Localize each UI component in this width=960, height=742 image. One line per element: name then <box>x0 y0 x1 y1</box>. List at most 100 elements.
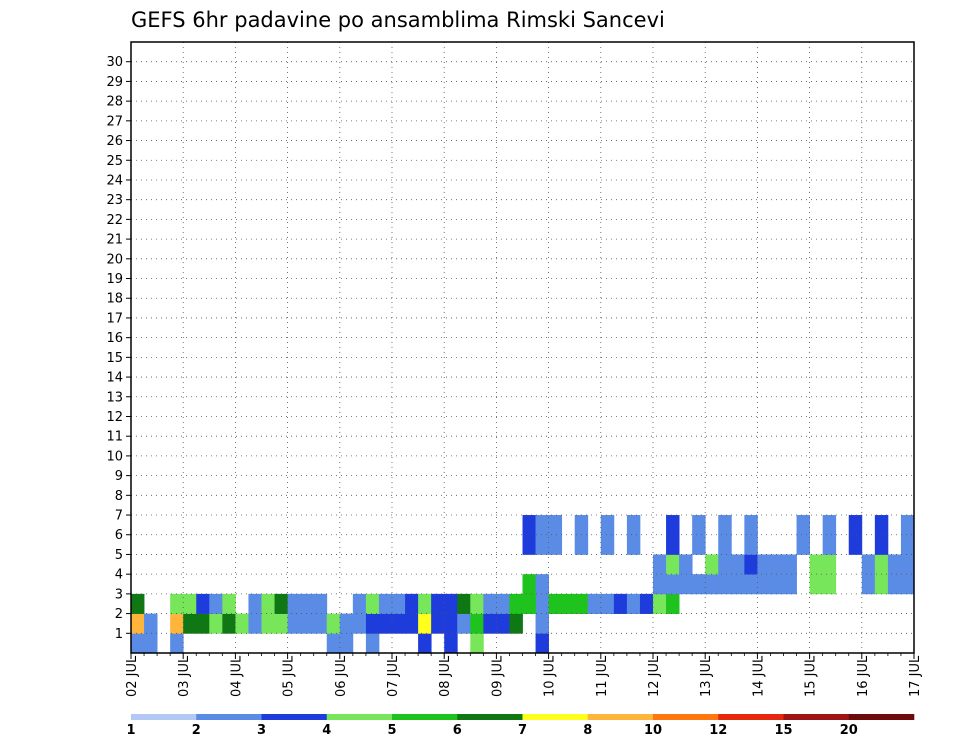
y-tick-label: 24 <box>106 173 123 188</box>
precip-cell <box>535 633 549 654</box>
precip-cell <box>248 613 262 634</box>
x-tick-label: 17 JUL <box>908 655 923 697</box>
legend-swatch <box>848 714 915 720</box>
precip-cell <box>222 593 236 614</box>
x-tick-label: 15 JUL <box>804 655 819 697</box>
precip-cell <box>900 554 915 575</box>
precip-cell <box>170 633 184 654</box>
precip-cell <box>666 554 680 575</box>
y-tick-label: 25 <box>106 154 123 169</box>
precip-cell <box>431 593 445 614</box>
precip-cell <box>666 515 680 536</box>
precip-cell <box>183 613 197 634</box>
precip-cell <box>196 593 210 614</box>
y-tick-label: 29 <box>106 75 123 90</box>
precip-cell <box>861 554 876 575</box>
precip-cell <box>131 633 145 654</box>
precip-cell <box>900 574 915 595</box>
precip-cell <box>365 593 380 614</box>
precip-cell <box>574 515 589 536</box>
precip-cell <box>887 574 902 595</box>
precip-cell <box>731 554 745 575</box>
x-tick-label: 04 JUL <box>229 655 244 697</box>
x-tick-label: 03 JUL <box>177 655 192 697</box>
x-tick-label: 11 JUL <box>595 655 610 697</box>
precip-cell <box>874 515 889 536</box>
precip-cell <box>144 613 158 634</box>
precip-cell <box>483 593 497 614</box>
precip-cell <box>900 534 915 555</box>
legend-label: 2 <box>192 723 201 738</box>
precip-cell <box>705 574 719 595</box>
legend: 1 2 3 4 5 6 7 8 10 12 15 20 <box>126 714 915 738</box>
precip-cell <box>796 534 810 555</box>
precip-cell <box>483 613 497 634</box>
legend-label: 5 <box>387 723 396 738</box>
precip-cell <box>744 554 758 575</box>
precip-cell <box>131 613 145 634</box>
y-tick-label: 19 <box>106 272 123 287</box>
legend-swatch <box>587 714 654 720</box>
precip-cell <box>626 534 641 555</box>
precip-cell <box>574 593 589 614</box>
precip-cell <box>522 593 536 614</box>
legend-swatch <box>718 714 784 720</box>
precip-cell <box>666 593 680 614</box>
precip-cell <box>679 574 693 595</box>
precip-cell <box>535 515 549 536</box>
precip-cell <box>496 593 510 614</box>
y-tick-label: 28 <box>106 95 123 110</box>
precip-cell <box>457 613 471 634</box>
precip-cell <box>731 574 745 595</box>
precip-cell <box>666 574 680 595</box>
precip-cell <box>783 554 797 575</box>
precip-cell <box>248 593 262 614</box>
precip-cell <box>653 593 667 614</box>
precip-cell <box>365 613 380 634</box>
precip-cell <box>470 613 484 634</box>
precip-cell <box>509 593 523 614</box>
precip-cell <box>679 554 693 575</box>
legend-label: 20 <box>840 723 858 738</box>
precip-cell <box>874 574 889 595</box>
legend-swatch <box>196 714 262 720</box>
x-tick-label: 07 JUL <box>386 655 401 697</box>
y-tick-label: 14 <box>106 371 123 386</box>
precip-cell <box>339 633 354 654</box>
x-tick-label: 13 JUL <box>699 655 714 697</box>
precip-cell <box>718 515 732 536</box>
precip-cell <box>274 593 288 614</box>
precip-cell <box>418 613 432 634</box>
precip-cell <box>457 593 471 614</box>
precip-cell <box>235 613 249 634</box>
y-tick-label: 23 <box>106 193 123 208</box>
y-axis: 1234567891011121314151617181920212223242… <box>106 55 131 642</box>
precip-cell <box>209 613 223 634</box>
y-tick-label: 13 <box>106 390 123 405</box>
precip-cell <box>718 554 732 575</box>
precip-cell <box>431 613 445 634</box>
precip-cell <box>313 593 328 614</box>
precip-cell <box>196 613 210 634</box>
precip-cell <box>692 534 706 555</box>
legend-swatch <box>783 714 850 720</box>
chart-title: GEFS 6hr padavine po ansamblima Rimski S… <box>131 8 665 32</box>
precip-cell <box>548 534 563 555</box>
precip-cell <box>535 613 549 634</box>
precip-cell <box>352 593 367 614</box>
precip-cell <box>848 534 863 555</box>
legend-swatch <box>522 714 589 720</box>
precip-cell <box>418 593 432 614</box>
precip-cell <box>574 534 589 555</box>
precip-cell <box>131 593 145 614</box>
precip-cell <box>587 593 602 614</box>
legend-label: 15 <box>774 723 792 738</box>
legend-label: 7 <box>518 723 527 738</box>
precip-cell <box>874 554 889 575</box>
legend-label: 12 <box>709 723 727 738</box>
precip-cell <box>444 613 458 634</box>
precip-cell <box>365 633 380 654</box>
grid-layer <box>131 42 914 653</box>
x-tick-label: 06 JUL <box>334 655 349 697</box>
